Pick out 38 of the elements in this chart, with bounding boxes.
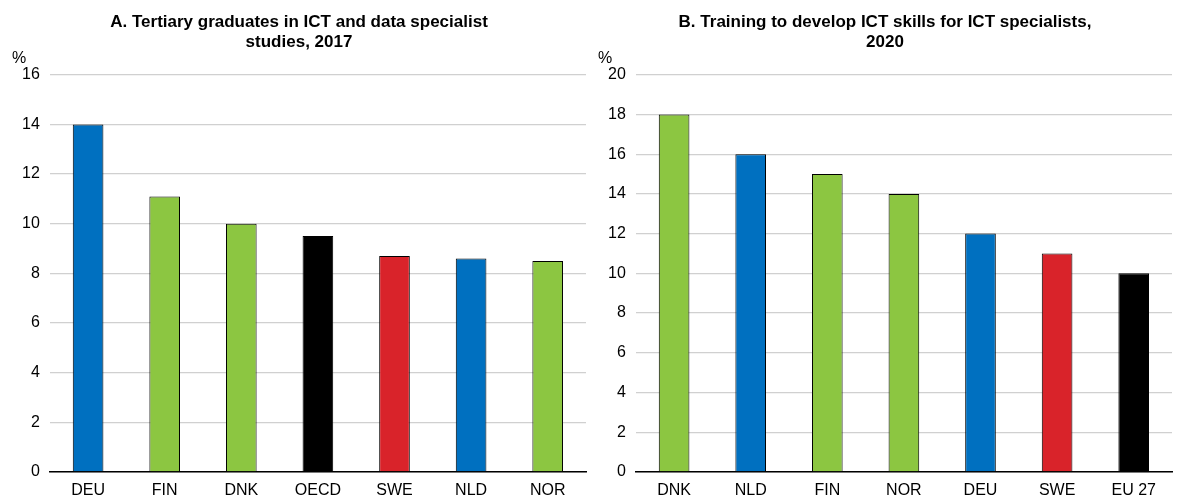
x-tick-label: FIN <box>814 480 841 498</box>
chart-title: A. Tertiary graduates in ICT and data specialist studies, 2017 <box>110 11 489 52</box>
y-tick-label: 14 <box>22 114 40 132</box>
chart-title: B. Training to develop ICT skills for ICT specialists, 2020 <box>678 11 1092 52</box>
y-tick-label: 12 <box>608 224 626 242</box>
y-tick-label: 20 <box>608 65 626 83</box>
x-tick-label: FIN <box>151 480 178 498</box>
x-tick-label: SWE <box>1038 480 1076 498</box>
x-tick-label: NOR <box>886 480 922 498</box>
x-tick-label: NOR <box>529 480 566 498</box>
y-tick-label: 18 <box>608 104 626 122</box>
y-tick-label: 14 <box>608 184 626 202</box>
y-tick-label: 4 <box>30 362 40 380</box>
y-tick-label: 4 <box>616 382 626 400</box>
x-tick-label: DNK <box>224 480 259 498</box>
y-axis-title: % <box>12 49 27 67</box>
y-tick-label: 2 <box>30 412 40 430</box>
y-tick-label: 6 <box>616 343 626 361</box>
x-tick-label: OECD <box>294 480 342 498</box>
y-tick-label: 8 <box>30 263 40 281</box>
y-tick-label: 12 <box>22 164 40 182</box>
y-tick-label: 10 <box>608 263 626 281</box>
y-tick-label: 16 <box>22 65 40 83</box>
y-tick-label: 0 <box>616 462 626 480</box>
y-tick-label: 2 <box>616 422 626 440</box>
x-tick-label: NLD <box>455 480 488 498</box>
x-tick-label: NLD <box>734 480 767 498</box>
x-tick-label: DNK <box>657 480 692 498</box>
y-tick-label: 8 <box>616 303 626 321</box>
x-tick-label: SWE <box>376 480 413 498</box>
y-tick-label: 10 <box>22 214 40 232</box>
y-axis-title: % <box>598 49 613 67</box>
y-tick-label: 16 <box>608 144 626 162</box>
y-tick-label: 0 <box>30 462 40 480</box>
x-tick-label: DEU <box>963 480 998 498</box>
x-tick-label: DEU <box>71 480 105 498</box>
y-tick-label: 6 <box>30 313 40 331</box>
x-tick-label: EU 27 <box>1111 480 1157 498</box>
